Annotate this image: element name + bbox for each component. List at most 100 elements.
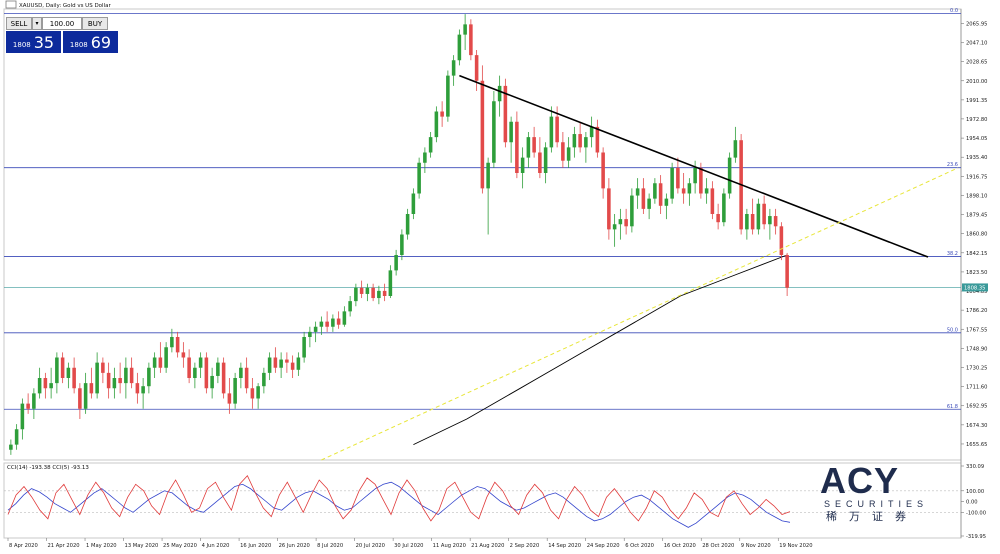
title-group: XAUUSD, Daily: Gold vs US Dollar [5, 0, 111, 9]
buy-quote[interactable]: 1808 69 [63, 31, 118, 53]
candle-body [607, 188, 611, 230]
fib-level-label: 0.0 [950, 8, 958, 14]
candle-body [135, 383, 140, 394]
candle-body [175, 337, 180, 353]
candle-body [440, 111, 444, 117]
candle-body [83, 383, 88, 409]
price-tick-label: 1804.85 [966, 289, 987, 295]
candle-body [279, 359, 283, 368]
candle-body [181, 352, 186, 358]
candle-body [377, 290, 381, 299]
candle-body [589, 126, 594, 138]
candle-body [285, 359, 289, 363]
candle-body [221, 362, 226, 394]
candle-body [342, 311, 347, 325]
candle-body [480, 80, 485, 189]
candle-body [526, 137, 531, 158]
moving-average-layer [413, 254, 788, 446]
date-tick-label: 1 May 2020 [86, 543, 117, 549]
candle-body [164, 347, 168, 368]
fib-level-label: 50.0 [947, 327, 958, 333]
price-tick-label: 1823.50 [966, 270, 987, 276]
indicator-title: CCI(14) -193.38 CCI(5) -93.13 [7, 465, 89, 471]
candle-body [302, 337, 306, 358]
candle-body [141, 386, 145, 394]
candle-body [727, 157, 732, 194]
date-tick-label: 2 Sep 2020 [510, 543, 540, 549]
candle-body [152, 357, 157, 368]
fib-level-label: 61.8 [947, 404, 958, 410]
price-tick-label: 1972.80 [966, 117, 987, 123]
cci-indicator-layer: 330.09 100.00 0.00 -100.00 -319.95 [4, 464, 986, 540]
candle-body [216, 362, 220, 376]
lot-dropdown-icon[interactable]: ▾ [32, 17, 42, 30]
dashed-support-line [321, 167, 959, 461]
candle-body [365, 287, 370, 294]
buy-quote-pips: 69 [90, 33, 112, 52]
fib-level-label: 23.6 [947, 162, 958, 168]
candle-body [262, 372, 266, 387]
one-click-trade-panel: SELL ▾ 100.00 BUY 1808 35 1808 69 [6, 17, 118, 53]
buy-button[interactable]: BUY [82, 17, 108, 30]
candle-body [32, 393, 36, 409]
date-tick-label: 28 Oct 2020 [702, 543, 734, 549]
sell-quote[interactable]: 1808 35 [6, 31, 61, 53]
candle-body [66, 367, 71, 378]
candle-body [124, 367, 128, 384]
candle-body [239, 367, 243, 378]
candle-body [549, 116, 554, 148]
date-tick-label: 11 Aug 2020 [433, 543, 466, 549]
candle-body [601, 152, 605, 189]
candle-body [423, 152, 427, 163]
date-tick-label: 24 Sep 2020 [587, 543, 620, 549]
candle-body [43, 378, 48, 389]
candle-body [394, 255, 398, 271]
candle-body [37, 378, 42, 394]
candle-body [336, 318, 341, 325]
candle-body [561, 142, 565, 161]
price-tick-label: 1860.80 [966, 232, 987, 238]
candle-body [745, 214, 749, 230]
candle-body [14, 429, 19, 445]
lot-size-input[interactable]: 100.00 [42, 17, 82, 30]
price-tick-label: 1748.90 [966, 346, 987, 352]
date-tick-label: 21 Aug 2020 [471, 543, 504, 549]
price-tick-label: 1674.30 [966, 423, 987, 429]
logo-subtitle: SECURITIES [824, 499, 929, 509]
candle-body [584, 137, 588, 148]
candle-body [699, 167, 703, 194]
candle-body [187, 357, 191, 378]
price-tick-label: 1842.15 [966, 251, 987, 257]
price-tick-label: 1991.35 [966, 98, 987, 104]
candle-body [147, 367, 151, 387]
candle-body [595, 126, 600, 153]
candle-body [520, 157, 525, 173]
candle-body [95, 362, 99, 394]
candle-body [779, 226, 784, 255]
candle-body [532, 137, 536, 153]
candle-body [451, 60, 456, 76]
candle-body [101, 362, 105, 373]
price-tick-label: 1786.20 [966, 308, 987, 314]
acy-securities-logo: ACY SECURITIES 稀万证券 [820, 463, 930, 535]
candle-body [474, 55, 479, 81]
candle-body [687, 183, 692, 194]
candle-body [664, 198, 669, 206]
candle-body [227, 393, 232, 404]
sell-button[interactable]: SELL [6, 17, 32, 30]
candle-body [635, 188, 640, 196]
sell-quote-prefix: 1808 [12, 41, 31, 49]
candle-body [497, 85, 502, 102]
date-tick-label: 26 Jun 2020 [279, 543, 310, 549]
candle-body [515, 121, 519, 173]
candle-body [405, 214, 410, 235]
candle-body [400, 234, 404, 255]
price-tick-label: 2028.65 [966, 60, 987, 66]
candle-body [469, 24, 473, 56]
moving-average-line [413, 254, 788, 446]
cci-tick-label: 330.09 [966, 464, 984, 470]
date-tick-label: 16 Jun 2020 [240, 543, 271, 549]
cci-tick-label: -100.00 [966, 510, 986, 516]
candle-body [658, 183, 663, 206]
cci-tick-label: -319.95 [966, 534, 986, 540]
